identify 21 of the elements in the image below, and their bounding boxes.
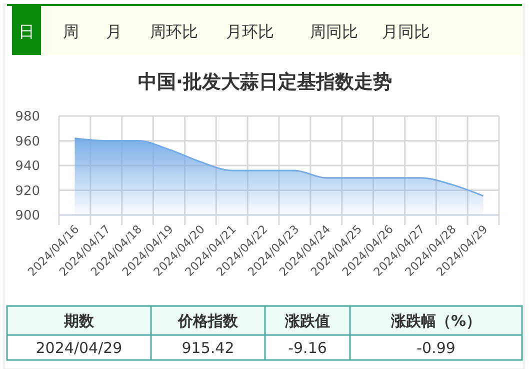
y-tick-label: 960: [15, 134, 40, 150]
y-tick-label: 920: [15, 184, 40, 199]
y-tick-label: 940: [15, 159, 40, 174]
text: 涨跌值: [284, 312, 330, 330]
text: -9.16: [288, 339, 327, 357]
text: 2024/04/29: [36, 339, 122, 357]
text: 月环比: [226, 22, 274, 41]
text: 周: [63, 22, 79, 41]
text: 价格指数: [177, 312, 239, 330]
text: 周环比: [150, 22, 198, 41]
text: 月: [106, 22, 122, 41]
text: 915.42: [182, 339, 234, 357]
y-tick-label: 900: [15, 208, 40, 224]
text: 涨跌幅（%）: [390, 312, 482, 330]
text: -0.99: [416, 339, 456, 357]
text: 期数: [63, 312, 95, 330]
y-tick-label: 980: [15, 110, 40, 125]
text: 周同比: [310, 22, 358, 41]
chart-title: 中国·批发大蒜日定基指数走势: [138, 71, 392, 93]
text: 日: [18, 22, 34, 41]
text: 月同比: [382, 22, 430, 41]
